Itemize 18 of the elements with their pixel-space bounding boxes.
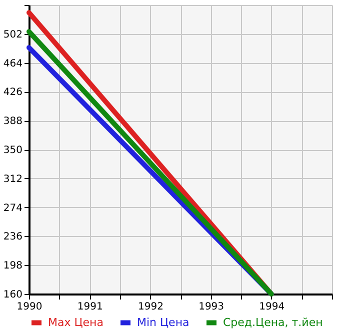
y-tick-label: 160 <box>3 290 22 300</box>
y-tick-label: 236 <box>3 232 22 243</box>
legend-label: Сред.Цена, т.йен <box>223 316 323 329</box>
x-tick-label: 1994 <box>259 302 285 312</box>
y-tick-label: 312 <box>3 174 22 185</box>
y-tick-label: 426 <box>3 87 22 98</box>
y-tick-label: 388 <box>3 116 22 128</box>
x-tick-label: 1990 <box>16 302 42 312</box>
y-tick-label: 502 <box>3 29 22 40</box>
y-tick-label: 198 <box>3 260 22 272</box>
y-tick-label: 274 <box>3 202 22 214</box>
x-tick-label: 1992 <box>138 302 164 312</box>
legend-label: Min Цена <box>137 316 190 329</box>
x-tick-label: 1991 <box>77 302 103 312</box>
legend-label: Max Цена <box>48 316 104 329</box>
y-tick-label: 350 <box>3 145 22 156</box>
y-tick-label: 464 <box>3 58 22 70</box>
x-tick-label: 1993 <box>198 302 224 312</box>
